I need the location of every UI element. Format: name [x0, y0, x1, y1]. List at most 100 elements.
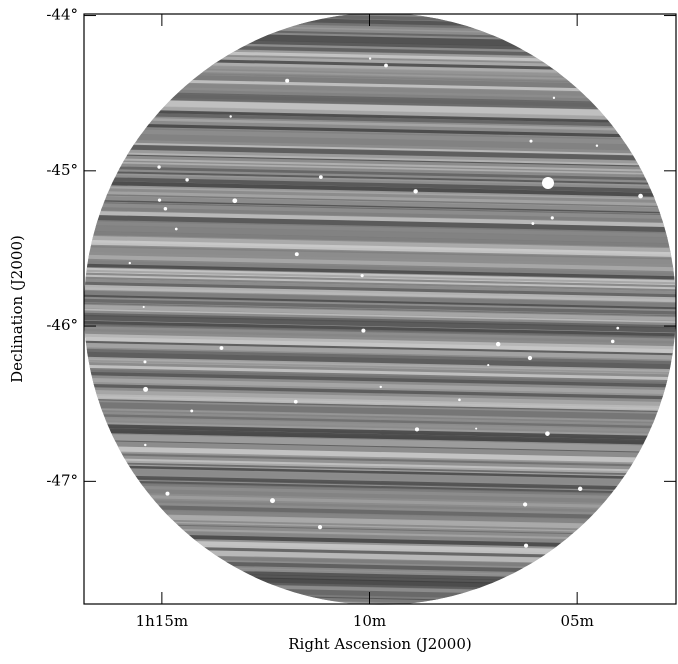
image-stripe	[86, 176, 676, 194]
image-stripe	[84, 308, 676, 323]
image-source	[360, 274, 364, 278]
image-source	[475, 427, 478, 430]
image-source	[89, 136, 94, 141]
image-source	[142, 305, 145, 309]
image-stripe	[84, 461, 673, 476]
image-stripe	[84, 377, 675, 395]
image-stripe	[84, 476, 673, 492]
image-source	[285, 78, 290, 83]
image-stripe	[84, 323, 676, 339]
image-source	[638, 193, 643, 199]
image-stripe	[84, 519, 672, 534]
image-stripe	[89, 53, 676, 70]
image-stripe	[84, 433, 674, 453]
image-stripe	[84, 263, 676, 280]
image-stripe	[86, 201, 676, 216]
image-source	[458, 398, 461, 402]
image-source	[89, 149, 95, 155]
image-stripe	[84, 258, 676, 278]
image-source	[527, 355, 533, 361]
sky-image	[84, 13, 676, 605]
image-bright-source	[542, 177, 554, 189]
image-stripe	[88, 67, 676, 83]
image-stripe	[86, 193, 676, 208]
image-stripe	[88, 77, 676, 94]
image-stripe	[84, 328, 676, 344]
image-source	[157, 198, 162, 202]
image-source	[160, 86, 163, 90]
image-source	[219, 346, 224, 350]
image-stripe	[89, 59, 676, 77]
image-stripe	[87, 159, 676, 174]
image-source	[368, 57, 372, 60]
image-stripe	[84, 468, 673, 486]
image-stripe	[84, 515, 672, 530]
image-source	[191, 59, 194, 63]
image-stripe	[87, 126, 676, 141]
image-source	[529, 139, 533, 143]
image-source	[550, 216, 554, 220]
image-stripe	[84, 302, 676, 317]
image-stripe	[84, 340, 676, 356]
image-stripe	[88, 92, 676, 111]
image-source	[639, 19, 643, 23]
image-stripe	[84, 383, 675, 400]
image-source	[361, 328, 366, 333]
y-tick-label: -47°	[46, 471, 78, 489]
x-axis-label: Right Ascension (J2000)	[288, 635, 471, 653]
image-source	[294, 252, 299, 257]
image-source	[190, 409, 194, 413]
image-source	[545, 593, 548, 597]
image-source	[659, 172, 662, 175]
image-source	[185, 178, 189, 182]
image-source	[575, 571, 579, 575]
image-source	[270, 498, 275, 504]
image-stripe	[88, 98, 676, 118]
image-source	[163, 206, 168, 211]
image-source	[523, 543, 529, 548]
image-stripe	[84, 294, 676, 310]
image-source	[317, 525, 323, 530]
image-source	[157, 165, 161, 169]
image-source	[413, 189, 418, 194]
image-stripe	[84, 544, 671, 560]
image-stripe	[86, 199, 676, 214]
image-source	[651, 65, 657, 71]
image-source	[577, 486, 583, 491]
image-stripe	[89, 62, 676, 79]
image-source	[128, 261, 131, 265]
image-stripe	[87, 111, 676, 128]
image-stripe	[86, 162, 676, 177]
image-source	[487, 364, 490, 367]
image-stripe	[88, 104, 676, 123]
image-stripe	[84, 503, 672, 521]
y-axis-label: Declination (J2000)	[8, 235, 26, 383]
image-stripe	[86, 206, 676, 223]
image-stripe	[84, 429, 674, 446]
image-stripe	[85, 230, 676, 248]
image-stripe	[86, 170, 676, 186]
image-stripe	[84, 351, 675, 371]
image-source	[232, 198, 238, 204]
image-source	[318, 175, 323, 179]
image-stripe	[88, 72, 676, 91]
image-stripe	[84, 401, 674, 422]
image-stripe	[85, 210, 676, 228]
image-stripe	[84, 439, 674, 454]
image-stripe	[84, 395, 674, 412]
image-stripe	[84, 371, 675, 388]
plot-frame	[83, 13, 677, 605]
image-stripe	[87, 153, 676, 168]
image-source	[616, 326, 620, 330]
image-stripe	[84, 359, 675, 374]
x-tick-label: 10m	[353, 612, 386, 630]
image-source	[144, 443, 147, 447]
image-stripe	[84, 298, 676, 315]
image-stripe	[88, 81, 676, 98]
image-stripe	[84, 538, 671, 557]
image-stripe	[84, 498, 672, 514]
image-source	[293, 399, 298, 404]
image-source	[545, 431, 550, 436]
